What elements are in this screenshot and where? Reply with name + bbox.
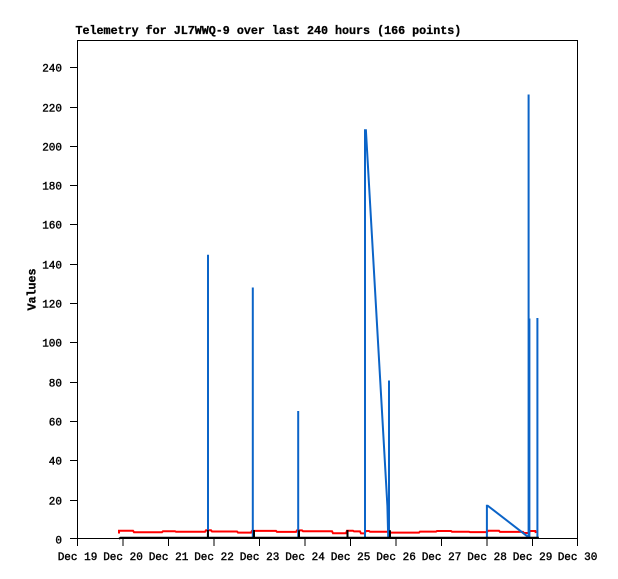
svg-text:Dec 23: Dec 23 bbox=[240, 552, 280, 564]
svg-text:220: 220 bbox=[42, 104, 62, 116]
svg-text:200: 200 bbox=[42, 143, 62, 155]
svg-text:0: 0 bbox=[55, 536, 62, 548]
svg-text:240: 240 bbox=[42, 64, 62, 76]
svg-text:80: 80 bbox=[49, 379, 62, 391]
svg-text:Dec 20: Dec 20 bbox=[103, 552, 143, 564]
svg-text:Dec 29: Dec 29 bbox=[513, 552, 553, 564]
svg-text:180: 180 bbox=[42, 182, 62, 194]
svg-text:Telemetry for JL7WWQ-9 over la: Telemetry for JL7WWQ-9 over last 240 hou… bbox=[76, 24, 462, 38]
svg-text:Dec 25: Dec 25 bbox=[331, 552, 371, 564]
svg-text:Dec 27: Dec 27 bbox=[422, 552, 462, 564]
svg-text:Dec 19: Dec 19 bbox=[58, 552, 98, 564]
svg-text:160: 160 bbox=[42, 221, 62, 233]
svg-text:Values: Values bbox=[26, 268, 40, 310]
svg-text:Dec 24: Dec 24 bbox=[285, 552, 325, 564]
svg-text:40: 40 bbox=[49, 457, 62, 469]
svg-text:100: 100 bbox=[42, 339, 62, 351]
svg-text:20: 20 bbox=[49, 497, 62, 509]
svg-text:Dec 21: Dec 21 bbox=[149, 552, 189, 564]
svg-text:Dec 26: Dec 26 bbox=[376, 552, 416, 564]
svg-text:Dec 22: Dec 22 bbox=[194, 552, 234, 564]
svg-text:Dec 30: Dec 30 bbox=[558, 552, 598, 564]
svg-text:140: 140 bbox=[42, 261, 62, 273]
svg-text:60: 60 bbox=[49, 418, 62, 430]
svg-text:120: 120 bbox=[42, 300, 62, 312]
svg-text:Dec 28: Dec 28 bbox=[467, 552, 507, 564]
